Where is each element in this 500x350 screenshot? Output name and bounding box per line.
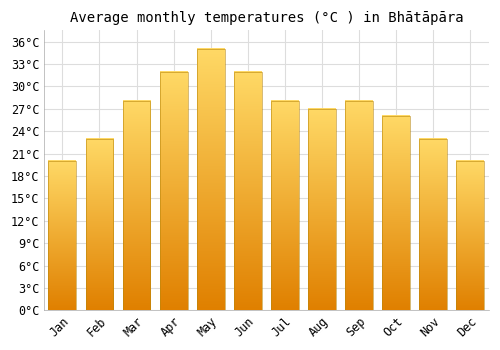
Bar (420, 139, 447, 310)
Bar (122, 102, 150, 310)
Bar (456, 161, 484, 310)
Bar (308, 109, 336, 310)
Bar (197, 49, 224, 310)
Bar (197, 49, 224, 310)
Bar (160, 71, 188, 310)
Bar (234, 71, 262, 310)
Bar (382, 116, 410, 310)
Bar (345, 102, 373, 310)
Bar (234, 71, 262, 310)
Bar (86, 139, 114, 310)
Bar (420, 139, 447, 310)
Bar (308, 109, 336, 310)
Bar (456, 161, 484, 310)
Bar (122, 102, 150, 310)
Bar (345, 102, 373, 310)
Bar (48, 161, 76, 310)
Title: Average monthly temperatures (°C ) in Bhātāpāra: Average monthly temperatures (°C ) in Bh… (70, 11, 463, 25)
Bar (271, 102, 299, 310)
Bar (86, 139, 114, 310)
Bar (48, 161, 76, 310)
Bar (382, 116, 410, 310)
Bar (160, 71, 188, 310)
Bar (271, 102, 299, 310)
